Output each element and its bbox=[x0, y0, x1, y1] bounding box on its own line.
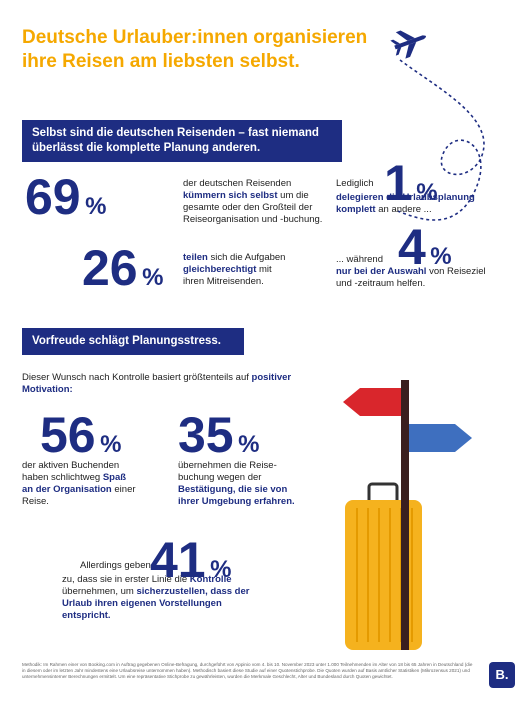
text: einer Reise. bbox=[22, 484, 136, 507]
stat-number: 26 % bbox=[82, 243, 163, 293]
bold-text: teilen bbox=[183, 252, 208, 263]
number: 35 bbox=[178, 407, 234, 463]
text: der deutschen Reisenden bbox=[183, 178, 292, 189]
title-line: Deutsche Urlauber:innen organisieren bbox=[22, 27, 368, 48]
text: übernehmen, um bbox=[62, 586, 137, 597]
number: 56 bbox=[40, 407, 96, 463]
logo: B. bbox=[489, 662, 515, 688]
stat-number: 69 % bbox=[25, 172, 106, 222]
bold-text: nur bei der Auswahl bbox=[336, 266, 427, 277]
text: um die gesamte oder den Großteil der Rei… bbox=[183, 190, 323, 225]
number: 26 bbox=[82, 240, 138, 296]
stat-prefix: Lediglich bbox=[336, 178, 374, 189]
stat-text: delegieren die Urlaubsplanung komplett a… bbox=[336, 192, 496, 216]
stat-text: teilen sich die Aufgaben gleichberechtig… bbox=[183, 252, 293, 288]
stat-number: 4 % bbox=[398, 222, 452, 272]
text: Dieser Wunsch nach Kontrolle basiert grö… bbox=[22, 372, 252, 383]
flight-path bbox=[394, 59, 485, 221]
unit: % bbox=[416, 179, 438, 206]
bold-text: gleichberechtigt bbox=[183, 264, 257, 275]
number: 69 bbox=[25, 169, 81, 225]
intro-text: Dieser Wunsch nach Kontrolle basiert grö… bbox=[22, 372, 292, 396]
unit: % bbox=[100, 431, 122, 458]
bold-text: kümmern sich selbst bbox=[183, 190, 278, 201]
stat-number: 56 % bbox=[40, 410, 121, 460]
stat-text: der deutschen Reisenden kümmern sich sel… bbox=[183, 178, 323, 226]
plane bbox=[390, 30, 426, 59]
section-heading: Selbst sind die deutschen Reisenden – fa… bbox=[22, 120, 342, 162]
stat-text: der aktiven Buchenden haben schlichtweg … bbox=[22, 460, 137, 508]
text: mit ihren Mitreisenden. bbox=[183, 264, 272, 287]
number: 41 bbox=[150, 532, 206, 588]
bold-text: Bestätigung, die sie von ihrer Umgebung … bbox=[178, 484, 295, 507]
number: 1 bbox=[384, 155, 412, 211]
unit: % bbox=[142, 264, 164, 291]
text: zu, dass sie in erster Linie die bbox=[62, 574, 190, 585]
unit: % bbox=[85, 193, 107, 220]
sign-blue bbox=[409, 424, 472, 452]
bold-text: positiver Motivation: bbox=[22, 372, 292, 395]
text: der aktiven Buchenden haben schlichtweg bbox=[22, 460, 120, 483]
sign-red bbox=[343, 388, 401, 416]
unit: % bbox=[430, 243, 452, 270]
stat-prefix: ... während bbox=[336, 254, 383, 265]
stat-prefix: Allerdings geben bbox=[80, 560, 151, 571]
bold-text: delegieren die Urlaubsplanung komplett bbox=[336, 192, 475, 215]
stat-number: 1 % bbox=[384, 158, 438, 208]
text: übernehmen die Reise­buchung wegen der bbox=[178, 460, 277, 483]
text: von Reiseziel und -zeitraum helfen. bbox=[336, 266, 486, 289]
stat-text: übernehmen die Reise­buchung wegen der B… bbox=[178, 460, 298, 508]
title-line: ihre Reisen am liebsten selbst. bbox=[22, 51, 300, 72]
stat-text: nur bei der Auswahl von Reiseziel und -z… bbox=[336, 266, 486, 290]
bold-text: Kontrolle bbox=[189, 574, 232, 585]
footer: Methodik: Im Rahmen einer von Booking.co… bbox=[22, 662, 473, 679]
bold-text: Spaß an der Organisation bbox=[22, 472, 127, 495]
bold-text: sicherzustellen, dass der Urlaub ihren e… bbox=[62, 586, 250, 621]
suitcase bbox=[345, 482, 422, 650]
unit: % bbox=[210, 556, 232, 583]
heading-line: Selbst sind die deutschen Reisenden – fa… bbox=[32, 127, 319, 139]
text: sich die Aufgaben bbox=[207, 252, 286, 263]
stat-number: 41 % bbox=[150, 535, 231, 585]
number: 4 bbox=[398, 219, 426, 275]
title: Deutsche Urlauber:innen organisieren ihr… bbox=[22, 26, 367, 74]
stat-text: zu, dass sie in erster Linie die Kontrol… bbox=[62, 574, 252, 622]
sign-pole bbox=[401, 380, 409, 650]
heading-line: überlässt die komplette Planung anderen. bbox=[32, 142, 261, 154]
unit: % bbox=[238, 431, 260, 458]
text: an andere ... bbox=[375, 204, 432, 215]
section-heading: Vorfreude schlägt Planungsstress. bbox=[22, 328, 244, 355]
stat-number: 35 % bbox=[178, 410, 259, 460]
